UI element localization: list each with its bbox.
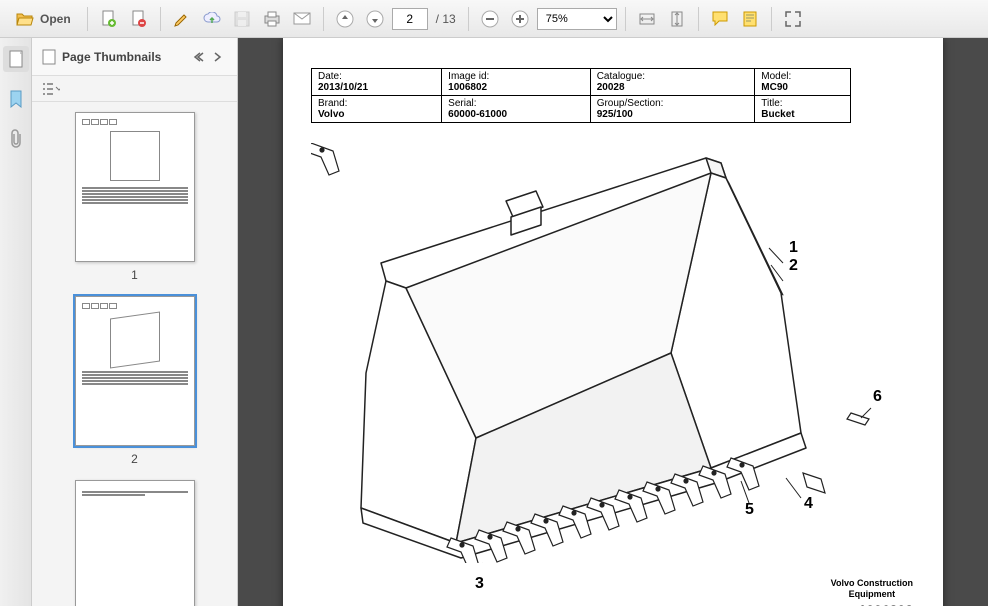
thumbnails-header: Page Thumbnails	[32, 38, 237, 76]
separator	[87, 7, 88, 31]
page-thumb-icon	[8, 50, 24, 68]
callout-1: 1	[789, 239, 798, 257]
zoom-select[interactable]: 75%	[537, 8, 617, 30]
page-plus-icon	[101, 10, 117, 28]
dropdown-icon	[55, 86, 60, 92]
separator	[771, 7, 772, 31]
print-button[interactable]	[259, 6, 285, 32]
separator	[323, 7, 324, 31]
attachments-tab[interactable]	[3, 126, 29, 152]
side-tabs	[0, 38, 32, 606]
table-cell: Catalogue:20028	[590, 69, 755, 96]
speech-bubble-icon	[712, 11, 728, 26]
paperclip-icon	[9, 129, 23, 149]
floppy-icon	[234, 11, 250, 27]
expand-icon	[785, 11, 801, 27]
list-icon	[42, 83, 53, 95]
page-total: / 13	[436, 12, 456, 26]
highlight-icon	[743, 11, 757, 27]
open-label: Open	[40, 12, 71, 26]
folder-open-icon	[16, 11, 34, 27]
footer-brand: Volvo Construction Equipment	[831, 578, 913, 600]
create-pdf-button[interactable]	[96, 6, 122, 32]
thumbnails-options	[32, 76, 237, 102]
bucket-svg	[311, 143, 911, 563]
main-area: Page Thumbnails 1 2	[0, 38, 988, 606]
separator	[625, 7, 626, 31]
thumbnail-page-2[interactable]	[75, 296, 195, 446]
bookmark-icon	[9, 90, 23, 108]
page-icon	[42, 49, 56, 65]
fit-page-icon	[669, 11, 685, 27]
highlight-button[interactable]	[737, 6, 763, 32]
thumbnail-item[interactable]: 2	[32, 296, 237, 466]
thumbnail-number: 2	[131, 452, 138, 466]
callout-2: 2	[789, 257, 798, 275]
thumbnails-title: Page Thumbnails	[62, 50, 187, 64]
thumbnails-panel: Page Thumbnails 1 2	[32, 38, 238, 606]
collapse-left-button[interactable]	[189, 48, 207, 66]
callout-6: 6	[873, 388, 882, 406]
table-cell: Group/Section:925/100	[590, 96, 755, 123]
printer-icon	[263, 11, 281, 27]
email-button[interactable]	[289, 6, 315, 32]
separator	[468, 7, 469, 31]
pencil-icon	[174, 11, 190, 27]
thumbnail-number: 1	[131, 268, 138, 282]
cloud-upload-icon	[203, 12, 221, 26]
callout-5: 5	[745, 501, 754, 519]
table-cell: Brand:Volvo	[312, 96, 442, 123]
callout-3: 3	[475, 575, 484, 593]
thumbnail-item[interactable]: 3	[32, 480, 237, 606]
zoom-in-button[interactable]	[507, 6, 533, 32]
fit-width-button[interactable]	[634, 6, 660, 32]
zoom-out-button[interactable]	[477, 6, 503, 32]
fit-width-icon	[639, 11, 655, 27]
bookmarks-tab[interactable]	[3, 86, 29, 112]
arrow-up-icon	[336, 10, 354, 28]
table-cell: Date:2013/10/21	[312, 69, 442, 96]
info-table: Date:2013/10/21 Image id:1006802 Catalog…	[311, 68, 851, 123]
separator	[698, 7, 699, 31]
envelope-icon	[293, 12, 311, 25]
thumbnail-item[interactable]: 1	[32, 112, 237, 282]
page-red-icon	[131, 10, 147, 28]
callout-4: 4	[804, 495, 813, 513]
create-pdf-red-button[interactable]	[126, 6, 152, 32]
fit-page-button[interactable]	[664, 6, 690, 32]
separator	[160, 7, 161, 31]
table-cell: Image id:1006802	[442, 69, 591, 96]
plus-circle-icon	[511, 10, 529, 28]
upload-button[interactable]	[199, 6, 225, 32]
page-number-input[interactable]	[392, 8, 428, 30]
bucket-diagram: 1 2 6 4 5 3	[311, 143, 911, 563]
prev-page-button[interactable]	[332, 6, 358, 32]
table-cell: Model:MC90	[755, 69, 851, 96]
table-cell: Title:Bucket	[755, 96, 851, 123]
comment-button[interactable]	[707, 6, 733, 32]
edit-button[interactable]	[169, 6, 195, 32]
document-page: Date:2013/10/21 Image id:1006802 Catalog…	[283, 38, 943, 606]
table-row: Brand:Volvo Serial:60000-61000 Group/Sec…	[312, 96, 851, 123]
minus-circle-icon	[481, 10, 499, 28]
arrow-down-icon	[366, 10, 384, 28]
save-button[interactable]	[229, 6, 255, 32]
toolbar: Open / 13 75%	[0, 0, 988, 38]
thumbnail-page-3[interactable]	[75, 480, 195, 606]
table-cell: Serial:60000-61000	[442, 96, 591, 123]
next-page-button[interactable]	[362, 6, 388, 32]
document-viewport[interactable]: Date:2013/10/21 Image id:1006802 Catalog…	[238, 38, 988, 606]
thumbnails-tab[interactable]	[3, 46, 29, 72]
table-row: Date:2013/10/21 Image id:1006802 Catalog…	[312, 69, 851, 96]
chevron-right-icon	[212, 51, 224, 63]
footer-image-id: 1006802	[858, 602, 913, 606]
chevron-left-icon	[192, 51, 204, 63]
open-button[interactable]: Open	[8, 6, 79, 32]
options-menu-button[interactable]	[42, 80, 60, 98]
collapse-right-button[interactable]	[209, 48, 227, 66]
thumbnails-list[interactable]: 1 2 3	[32, 102, 237, 606]
fullscreen-button[interactable]	[780, 6, 806, 32]
thumbnail-page-1[interactable]	[75, 112, 195, 262]
